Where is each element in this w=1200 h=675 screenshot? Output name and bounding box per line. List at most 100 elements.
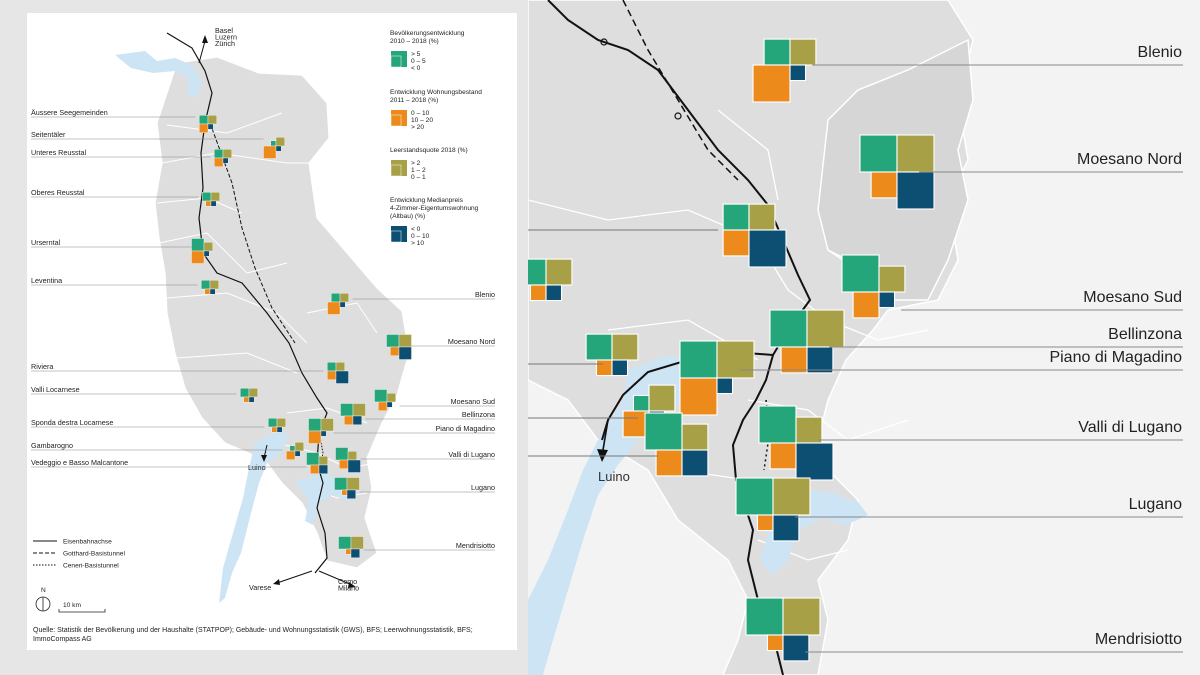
legend-housing-item: 0 – 10: [411, 110, 430, 117]
gotthard-tunnel-detail: [622, 0, 739, 181]
overview-mendrisiotto-vacancy-square: [350, 536, 364, 550]
legend-population-title: Bevölkerungsentwicklung 2010 – 2018 (%): [390, 30, 465, 45]
legend-vacancy-item: 0 – 1: [411, 174, 426, 181]
detail-bellinzona-label: Bellinzona: [1108, 326, 1182, 343]
detail-valli-locarnese-population-square: [528, 258, 547, 286]
legend-vacancy-item: 1 – 2: [411, 167, 426, 174]
detail-piano-di-magadino-label: Piano di Magadino: [1049, 349, 1182, 366]
detail-vedeggio-e-basso-malcantone-price-square: [681, 449, 709, 477]
overview-unteres-reusstal-label: Unteres Reusstal: [31, 148, 87, 157]
legend-price-swatch-inner: [390, 230, 402, 243]
detail-piano-di-magadino-population-square: [679, 340, 718, 379]
overview-gambarogno-vacancy-square: [294, 442, 304, 452]
overview-oberes-reusstal-population-square: [202, 192, 212, 202]
detail-blenio-glyph: [752, 38, 817, 103]
overview-oberes-reusstal-price-square: [210, 200, 217, 207]
overview-valli-locarnese-price-square: [248, 396, 255, 403]
overview-urserntal-housing-square: [191, 250, 205, 264]
overview-oberes-reusstal-glyph: [202, 192, 220, 207]
detail-piano-di-magadino-glyph: [679, 340, 755, 416]
detail-valli-di-lugano-label: Valli di Lugano: [1078, 419, 1182, 436]
overview-moesano-nord-housing-square: [390, 346, 400, 356]
legend-population-item: > 5: [411, 51, 421, 58]
overview-valli-di-lugano-glyph: [335, 447, 361, 473]
overview-lugano-population-square: [334, 477, 348, 491]
detail-sponda-destra-locarnese-price-square: [611, 359, 629, 377]
detail-lugano-price-square: [772, 514, 800, 542]
luino-arrow-label-detail: Luino: [598, 469, 630, 484]
overview-valli-locarnese-label: Valli Locarnese: [31, 385, 80, 394]
detail-blenio-housing-square: [752, 64, 791, 103]
detail-lugano-vacancy-square: [772, 477, 811, 516]
legend-line-label-2: Gotthard-Basistunnel: [63, 551, 125, 558]
detail-sponda-destra-locarnese-housing-square: [595, 359, 613, 377]
detail-vedeggio-e-basso-malcantone-housing-square: [655, 449, 683, 477]
overview-vedeggio-e-basso-malcantone-housing-square: [310, 464, 320, 474]
legend-housing-swatch-inner: [390, 114, 402, 127]
detail-lugano-label: Lugano: [1129, 496, 1182, 513]
detail-mendrisiotto-glyph: [745, 597, 821, 662]
overview-mendrisiotto-label: Mendrisiotto: [456, 541, 495, 550]
legend-housing-item: > 20: [411, 124, 424, 131]
overview-sponda-destra-locarnese-label: Sponda destra Locarnese: [31, 418, 113, 427]
overview-blenio-vacancy-square: [339, 293, 349, 303]
scale-bar: [58, 609, 106, 613]
legend-price-swatch: [391, 226, 407, 242]
detail-valli-di-lugano-price-square: [795, 442, 834, 481]
detail-moesano-sud-price-square: [878, 291, 896, 309]
overview-valli-di-lugano-vacancy-square: [347, 451, 357, 461]
overview-aeussere-seegemeinden-vacancy-square: [207, 115, 217, 125]
overview-piano-di-magadino-population-square: [308, 418, 322, 432]
detail-valli-locarnese-vacancy-square: [545, 258, 573, 286]
detail-riviera-vacancy-square: [748, 203, 776, 231]
overview-riviera-population-square: [327, 362, 337, 372]
detail-bellinzona-price-square: [806, 346, 834, 374]
overview-mendrisiotto-price-square: [350, 548, 360, 558]
north-arrow-head: [202, 35, 208, 43]
overview-vedeggio-e-basso-malcantone-vacancy-square: [318, 456, 328, 466]
overview-leventina-price-square: [209, 288, 216, 295]
detail-bellinzona-population-square: [769, 309, 808, 348]
overview-mendrisiotto-housing-square: [345, 548, 352, 555]
legend-population-item: 0 – 5: [411, 58, 426, 65]
overview-piano-di-magadino-glyph: [308, 418, 334, 444]
overview-unteres-reusstal-vacancy-square: [222, 149, 232, 159]
detail-bellinzona-housing-square: [780, 346, 808, 374]
overview-unteres-reusstal-housing-square: [214, 157, 224, 167]
overview-aeussere-seegemeinden-glyph: [199, 115, 217, 133]
overview-bellinzona-glyph: [340, 403, 366, 425]
overview-riviera-label: Riviera: [31, 362, 53, 371]
overview-bellinzona-population-square: [340, 403, 354, 417]
legend-price-title: Entwicklung Medianpreis 4-Zimmer-Eigentum…: [390, 197, 479, 220]
overview-vedeggio-e-basso-malcantone-glyph: [306, 452, 328, 474]
overview-moesano-nord-label: Moesano Nord: [448, 337, 495, 346]
varese-arrow-line: [276, 570, 313, 584]
detail-moesano-nord-glyph: [859, 134, 935, 210]
overview-gambarogno-population-square: [289, 445, 296, 452]
overview-vedeggio-e-basso-malcantone-label: Vedeggio e Basso Malcantone: [31, 458, 128, 467]
lake-maggiore-overview: [219, 431, 289, 603]
detail-gambarogno-vacancy-square: [648, 384, 676, 412]
map-legend: Bevölkerungsentwicklung 2010 – 2018 (%) > …: [33, 30, 482, 570]
overview-riviera-price-square: [335, 370, 349, 384]
overview-sponda-destra-locarnese-population-square: [268, 418, 278, 428]
overview-gambarogno-glyph: [286, 442, 304, 460]
detail-lugano-housing-square: [756, 514, 774, 532]
overview-moesano-sud-label: Moesano Sud: [451, 397, 495, 406]
detail-blenio-price-square: [789, 64, 807, 82]
detail-mendrisiotto-price-square: [782, 634, 810, 662]
detail-moesano-sud-housing-square: [852, 291, 880, 319]
legend-line-label-3: Ceneri-Basistunnel: [63, 563, 119, 570]
overview-blenio-price-square: [339, 301, 346, 308]
legend-line-label-1: Eisenbahnachse: [63, 539, 112, 546]
north-arrow-label: Basel Luzern Zürich: [215, 26, 237, 48]
overview-riviera-vacancy-square: [335, 362, 345, 372]
overview-oberes-reusstal-housing-square: [205, 200, 212, 207]
overview-moesano-nord-population-square: [386, 334, 400, 348]
luino-arrow-line-detail: [602, 419, 609, 451]
detail-riviera-population-square: [722, 203, 750, 231]
overview-blenio-population-square: [331, 293, 341, 303]
detail-moesano-sud-label: Moesano Sud: [1083, 289, 1182, 306]
overview-valli-di-lugano-price-square: [347, 459, 361, 473]
overview-urserntal-glyph: [191, 238, 213, 264]
